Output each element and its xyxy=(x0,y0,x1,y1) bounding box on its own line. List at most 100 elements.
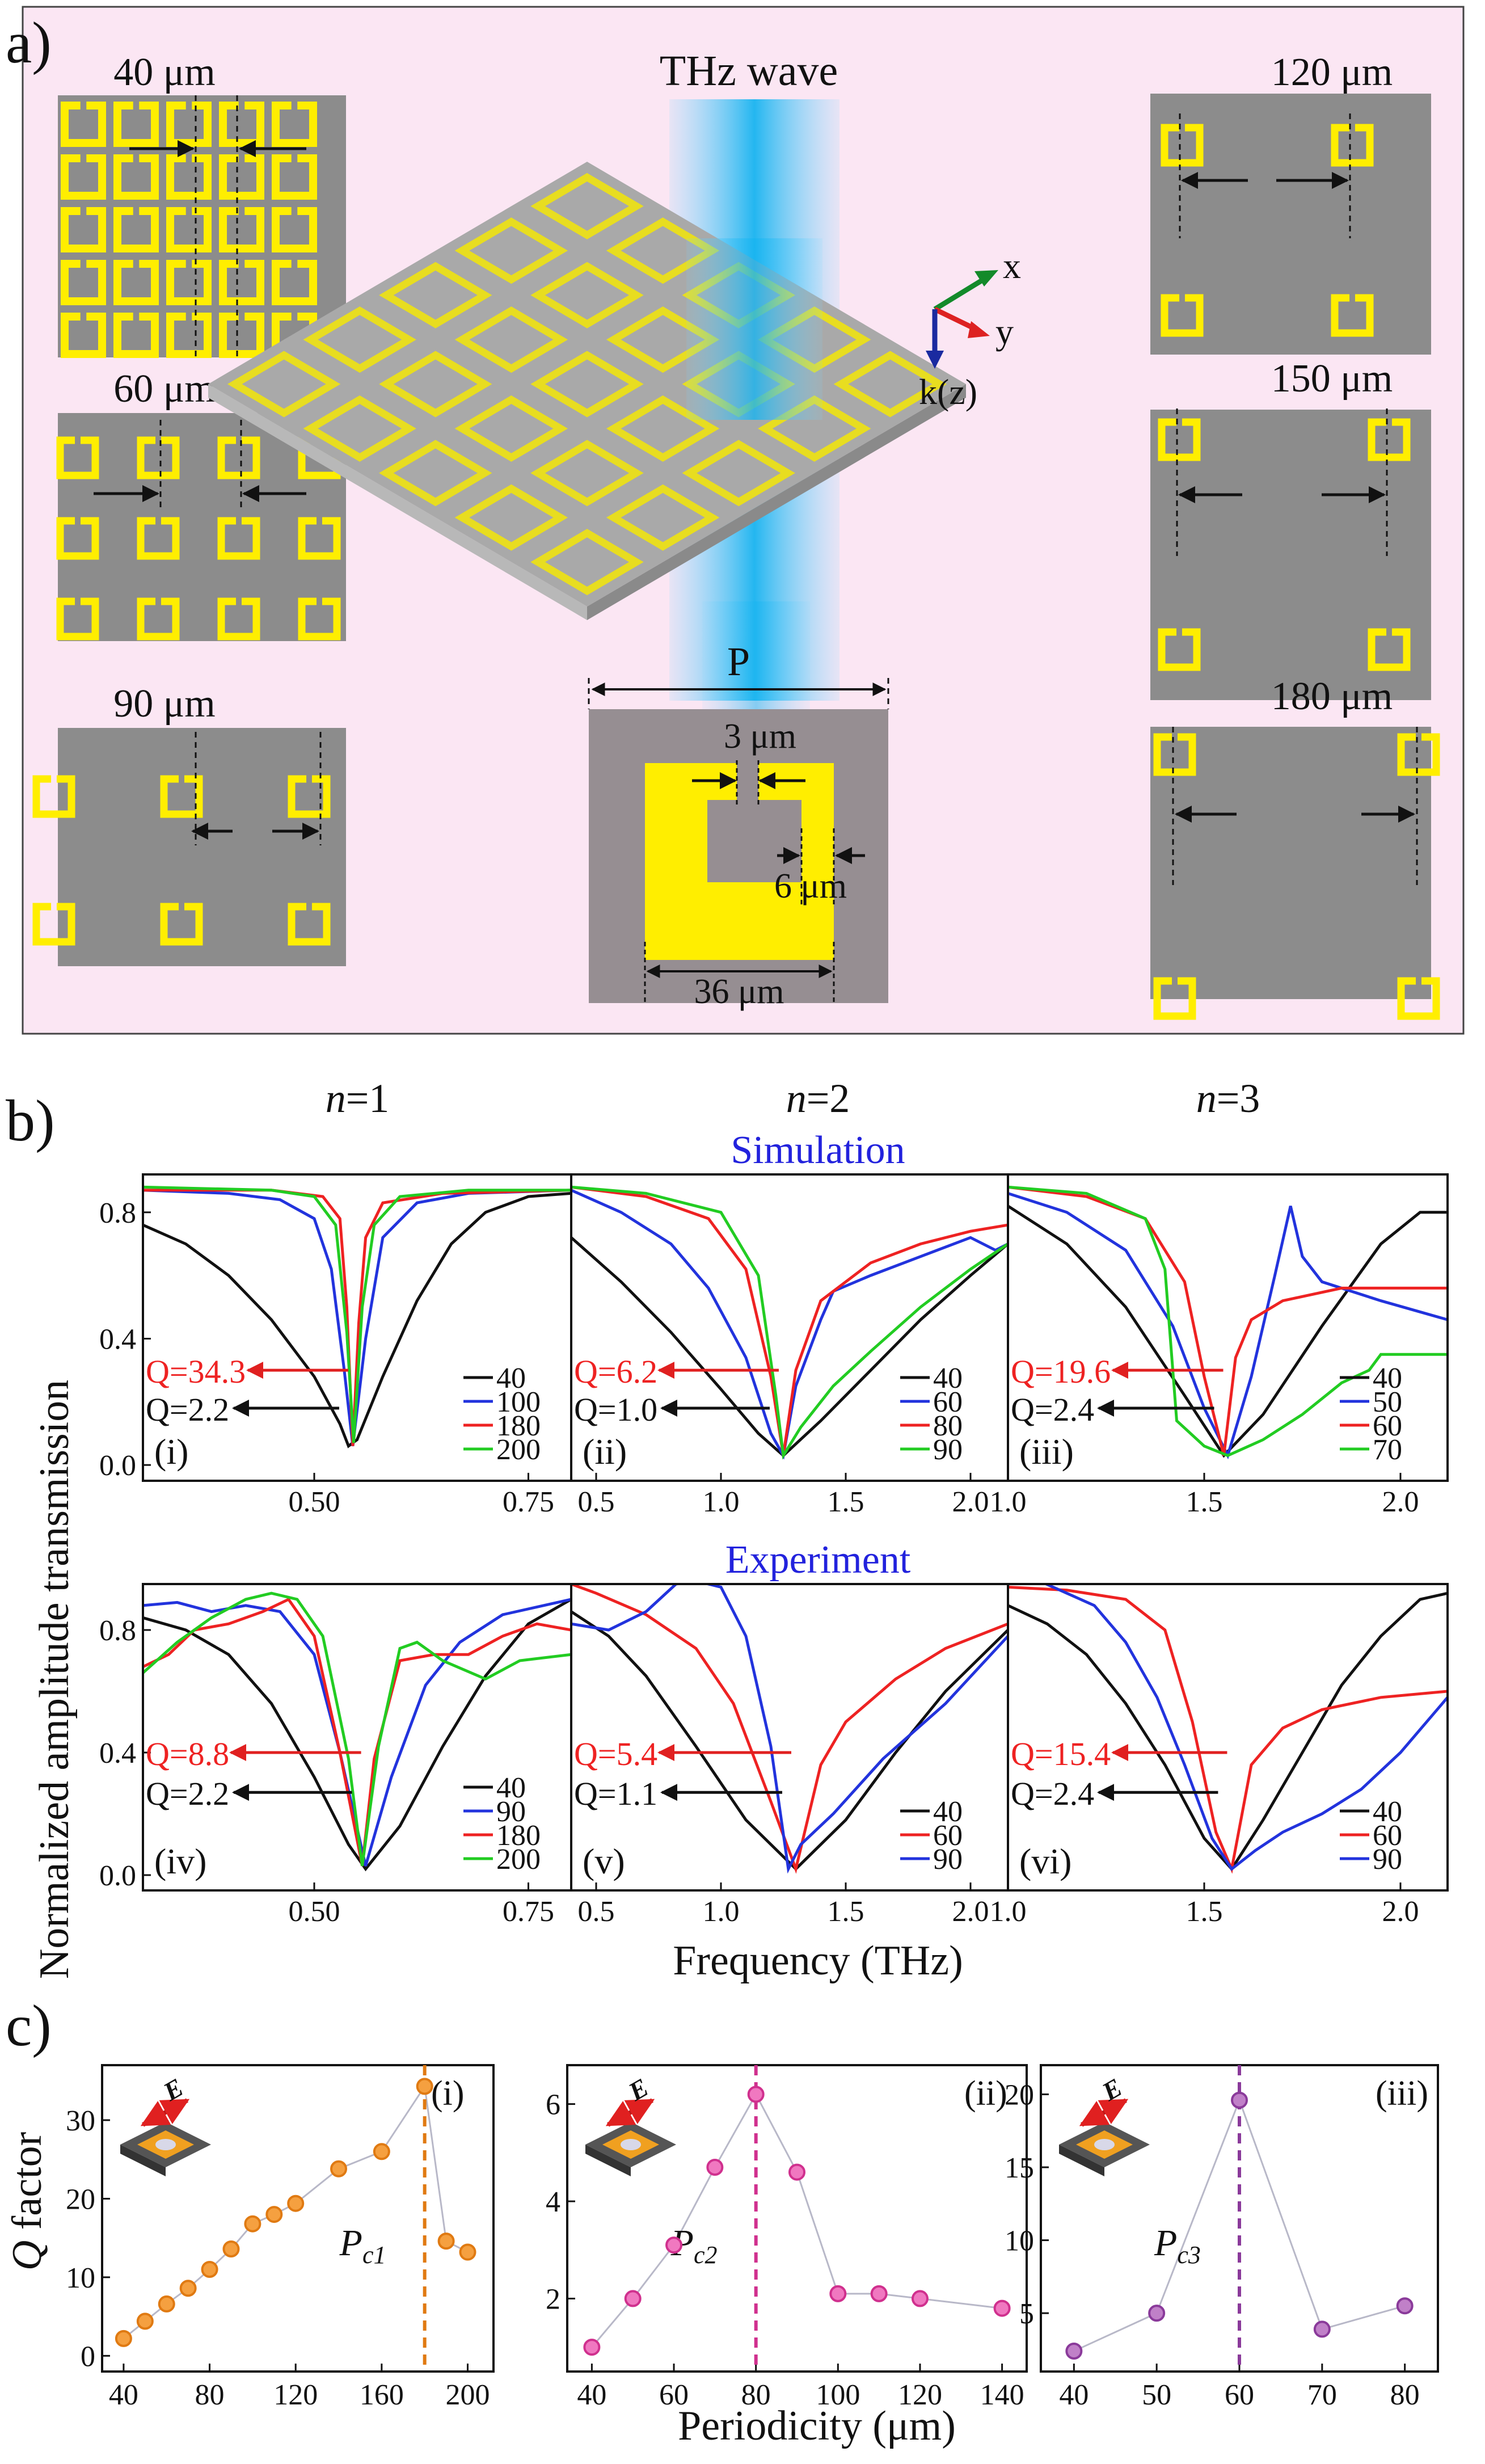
panel-c-ylabel-rest: factor xyxy=(4,2132,50,2240)
x-tick-label: 0.75 xyxy=(503,1486,554,1518)
thz-wave-title: THz wave xyxy=(660,47,838,95)
subplot-label: (ii) xyxy=(964,2074,1007,2113)
x-tick-label: 40 xyxy=(1059,2379,1089,2411)
srr-element xyxy=(113,154,159,200)
legend-label-90: 90 xyxy=(1373,1843,1402,1876)
y-tick-label: 20 xyxy=(66,2183,95,2216)
metasurface-srr xyxy=(530,529,644,596)
connector-line xyxy=(591,2092,1002,2348)
y-axis-label: y xyxy=(995,311,1014,352)
k-axis-label: k(z) xyxy=(919,372,977,412)
x-tick-label: 0.5 xyxy=(578,1896,615,1928)
legend-label-90: 90 xyxy=(933,1434,963,1466)
x-axis-arrow xyxy=(933,276,988,311)
srr-element xyxy=(61,207,106,252)
x-tick-label: 0.75 xyxy=(503,1896,554,1928)
series-line-90 xyxy=(571,1185,1008,1460)
array-label-120: 120 μm xyxy=(1271,50,1393,94)
x-tick-label: 120 xyxy=(273,2379,318,2411)
srr-element xyxy=(61,154,106,200)
data-point xyxy=(158,2295,175,2313)
metasurface-srr xyxy=(682,440,795,507)
y-tick-label: 10 xyxy=(66,2262,95,2294)
data-point xyxy=(1148,2305,1166,2322)
q-annotation-black: Q=2.4 xyxy=(1011,1391,1094,1428)
q-annotation-black: Q=1.1 xyxy=(574,1775,657,1812)
srr-element xyxy=(56,436,99,479)
srr-element xyxy=(61,313,106,358)
arr150-substrate xyxy=(1150,410,1431,700)
size-label: 36 μm xyxy=(694,972,784,1011)
legend-label-40: 40 xyxy=(933,1362,963,1395)
legend-label-60: 60 xyxy=(1373,1410,1402,1442)
k-axis-head xyxy=(926,351,944,369)
legend-label-90: 90 xyxy=(933,1843,963,1876)
series-line-180 xyxy=(143,1597,571,1867)
srr-element xyxy=(56,517,99,560)
array-label-60: 60 μm xyxy=(113,367,215,411)
x-tick-label: 1.5 xyxy=(1186,1486,1222,1518)
y-tick-label: 30 xyxy=(66,2105,95,2137)
data-point xyxy=(583,2339,601,2356)
inset-gap-icon xyxy=(621,2139,641,2150)
experiment-title: Experiment xyxy=(725,1538,911,1582)
x-tick-label: 140 xyxy=(980,2379,1024,2411)
srr-element xyxy=(288,903,331,946)
legend-label-60: 60 xyxy=(933,1386,963,1418)
series-line-200 xyxy=(143,1185,571,1443)
srr-element xyxy=(272,102,317,147)
x-tick-label: 1.0 xyxy=(990,1896,1027,1928)
slab-side-front xyxy=(208,384,587,620)
arr180-substrate xyxy=(1150,727,1431,999)
srr-element xyxy=(272,260,317,305)
srr-element xyxy=(272,154,317,200)
array-label-150: 150 μm xyxy=(1271,357,1393,401)
srr-element xyxy=(288,775,331,818)
q-annotation-red: Q=8.8 xyxy=(146,1736,229,1772)
panel-c: c) Q factor Periodicity (μm) 40 80 120 160 2… xyxy=(4,1993,1439,2449)
legend-label-40: 40 xyxy=(1373,1362,1402,1395)
srr-element xyxy=(32,903,75,946)
metasurface-srr xyxy=(379,351,492,418)
data-point xyxy=(747,2086,765,2103)
data-point xyxy=(136,2313,154,2330)
srr-element xyxy=(217,597,260,641)
period-label: P xyxy=(727,639,750,684)
series-line-90 xyxy=(1008,1584,1448,1871)
y-tick-label: 15 xyxy=(1005,2152,1034,2184)
x-tick-label: 70 xyxy=(1307,2379,1337,2411)
q-annotation-black: Q=1.0 xyxy=(574,1391,657,1428)
srr-element xyxy=(219,260,264,305)
data-point xyxy=(665,2236,683,2254)
legend-label-40: 40 xyxy=(496,1772,526,1804)
srr-element xyxy=(166,260,212,305)
connector-line xyxy=(123,2084,469,2339)
data-point xyxy=(1396,2297,1414,2315)
x-tick-label: 1.5 xyxy=(828,1486,864,1518)
panel-b-ylabel: Normalized amplitude transmission xyxy=(31,1380,78,1979)
x-tick-label: 50 xyxy=(1142,2379,1171,2411)
subplot-label: (iii) xyxy=(1019,1431,1074,1472)
critical-period-subscript: c3 xyxy=(1177,2241,1201,2269)
metasurface-srr xyxy=(530,351,644,418)
y-tick-label: 4 xyxy=(546,2186,560,2218)
data-point xyxy=(437,2233,455,2250)
array-label-180: 180 μm xyxy=(1271,675,1393,718)
panel-b-label: b) xyxy=(6,1088,55,1153)
data-point xyxy=(788,2163,805,2181)
metasurface-srr xyxy=(303,395,416,462)
srr-element xyxy=(1158,628,1201,671)
array-40um xyxy=(58,95,346,358)
srr-element xyxy=(61,260,106,305)
array-label-90: 90 μm xyxy=(113,682,215,726)
metasurface-srr xyxy=(530,440,644,507)
srr-element xyxy=(1331,294,1374,337)
q-annotation-red: Q=5.4 xyxy=(574,1736,657,1772)
panel-b-charts: 0.50 0.750.00.40.8Q=34.3Q=2.2(i)401001802… xyxy=(99,1173,1449,1928)
data-point xyxy=(624,2290,642,2307)
column-n2-eq: =2 xyxy=(807,1076,850,1121)
x-tick-label: 1.0 xyxy=(703,1896,740,1928)
x-tick-label: 160 xyxy=(360,2379,404,2411)
